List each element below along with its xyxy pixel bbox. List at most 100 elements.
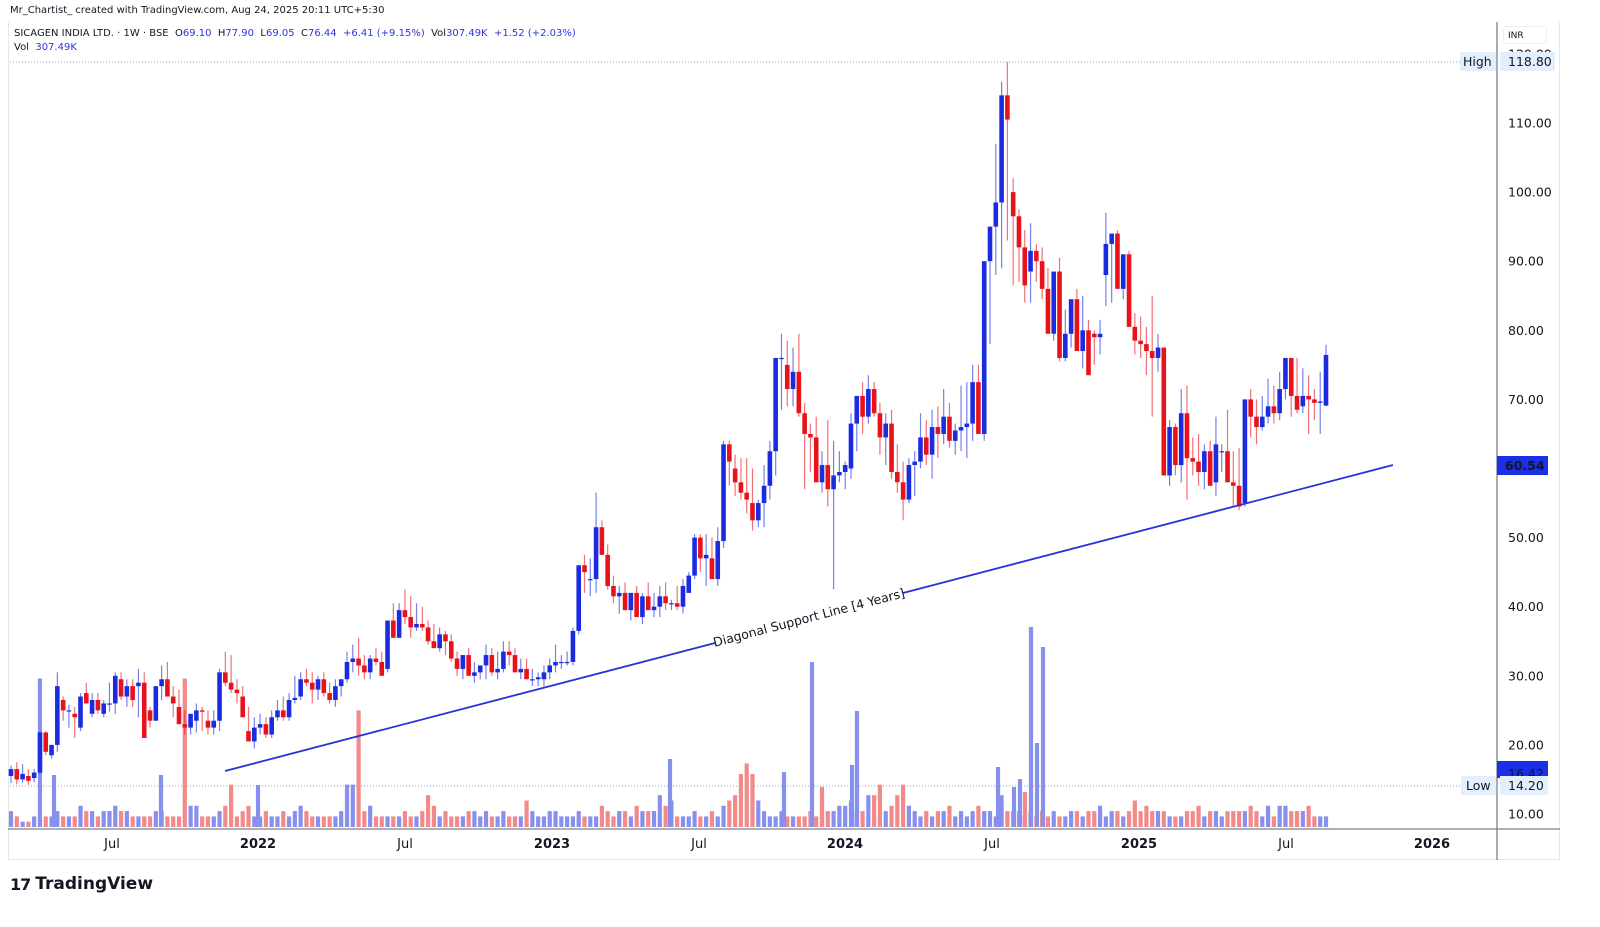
- volume-bar: [165, 816, 170, 827]
- candle: [796, 333, 802, 417]
- volume-bar: [866, 795, 871, 827]
- candle: [628, 592, 634, 621]
- candle: [547, 658, 553, 680]
- candle: [750, 468, 755, 531]
- volume-bar: [843, 805, 848, 827]
- support-price-value: 60.54: [1505, 458, 1545, 473]
- volume-bar: [837, 805, 842, 827]
- volume-bar: [628, 816, 633, 827]
- candle: [819, 451, 825, 493]
- candle: [686, 572, 692, 593]
- candle: [663, 582, 668, 611]
- volume-bar: [84, 811, 89, 827]
- candle: [443, 630, 448, 656]
- volume-bar: [738, 774, 744, 827]
- candle: [252, 717, 257, 749]
- volume-bar: [142, 816, 147, 827]
- volume-bar: [605, 811, 610, 827]
- volume-bar: [982, 811, 987, 827]
- volume-bar: [339, 811, 344, 827]
- price-tick: 40.00: [1508, 599, 1544, 614]
- volume-indicator-label[interactable]: Vol: [14, 42, 29, 53]
- candle: [43, 731, 49, 756]
- volume-bar: [781, 772, 787, 827]
- candle: [112, 672, 118, 714]
- volume-bar: [924, 811, 929, 827]
- candle: [391, 603, 396, 638]
- candle: [118, 672, 124, 700]
- candle: [935, 406, 941, 459]
- candle: [506, 641, 512, 666]
- symbol-name[interactable]: SICAGEN INDIA LTD. · 1W · BSE: [14, 28, 169, 39]
- candle: [721, 440, 726, 548]
- volume-bar: [553, 811, 558, 827]
- candle: [14, 762, 20, 785]
- volume-bar: [495, 816, 500, 827]
- volume-bar: [744, 763, 749, 827]
- volume-bar: [530, 811, 535, 827]
- candle: [84, 682, 89, 704]
- candle: [414, 603, 419, 631]
- candle: [616, 585, 622, 614]
- volume-bar: [95, 816, 100, 827]
- tradingview-logo[interactable]: 17 TradingView: [10, 874, 153, 894]
- volume-bar: [524, 800, 529, 827]
- volume-bar: [1312, 816, 1317, 827]
- volume-bar: [8, 811, 14, 827]
- volume-bar: [1086, 811, 1091, 827]
- candle: [1184, 385, 1190, 500]
- volume-bar: [715, 816, 720, 827]
- candle: [1259, 395, 1265, 431]
- candle: [333, 679, 338, 707]
- volume-bar: [1017, 779, 1023, 827]
- low-marker-value-bg: [1500, 776, 1548, 795]
- volume-bar: [761, 811, 767, 827]
- candle: [78, 693, 83, 732]
- price-change: +6.41 (+9.15%): [342, 28, 425, 39]
- time-tick: Jul: [690, 837, 707, 852]
- candle: [454, 651, 460, 676]
- volume-bar: [1306, 805, 1311, 827]
- volume-bar: [281, 811, 286, 827]
- candle: [205, 710, 211, 735]
- currency-label[interactable]: INR: [1503, 26, 1547, 44]
- candle: [367, 655, 373, 680]
- volume-bar: [680, 816, 686, 827]
- candle: [211, 710, 217, 735]
- candle: [1057, 257, 1062, 362]
- candle: [356, 637, 361, 676]
- volume-bar: [194, 805, 199, 827]
- candle: [1022, 230, 1028, 303]
- candle: [732, 454, 738, 497]
- volume-bar: [1144, 805, 1149, 827]
- candle: [680, 579, 686, 614]
- volume-bar: [223, 805, 228, 827]
- tradingview-mark-icon: 17: [10, 874, 31, 894]
- volume-bar: [1225, 811, 1230, 827]
- candle: [1196, 433, 1201, 486]
- volume-bar: [72, 816, 77, 827]
- volume-bar: [304, 811, 309, 827]
- volume-bar: [809, 662, 815, 827]
- support-line-segment[interactable]: [902, 464, 1394, 594]
- volume-bar: [1028, 627, 1034, 827]
- candle: [895, 444, 900, 493]
- volume-label: Vol: [431, 28, 447, 39]
- support-price-badge: [1497, 456, 1548, 475]
- volume-bar: [1126, 811, 1132, 827]
- candle: [605, 544, 610, 590]
- candle: [194, 703, 199, 733]
- volume-bar: [819, 787, 825, 827]
- candle: [1010, 178, 1016, 286]
- volume-bar: [877, 784, 883, 827]
- volume-bar: [55, 811, 60, 827]
- volume-bar: [246, 805, 251, 827]
- volume-bar: [825, 811, 830, 827]
- volume-bar: [588, 816, 593, 827]
- candle: [95, 693, 101, 714]
- support-line-segment[interactable]: [224, 642, 716, 772]
- volume-bar: [171, 816, 176, 827]
- volume-bar: [460, 816, 465, 827]
- price-tick: 80.00: [1508, 323, 1544, 338]
